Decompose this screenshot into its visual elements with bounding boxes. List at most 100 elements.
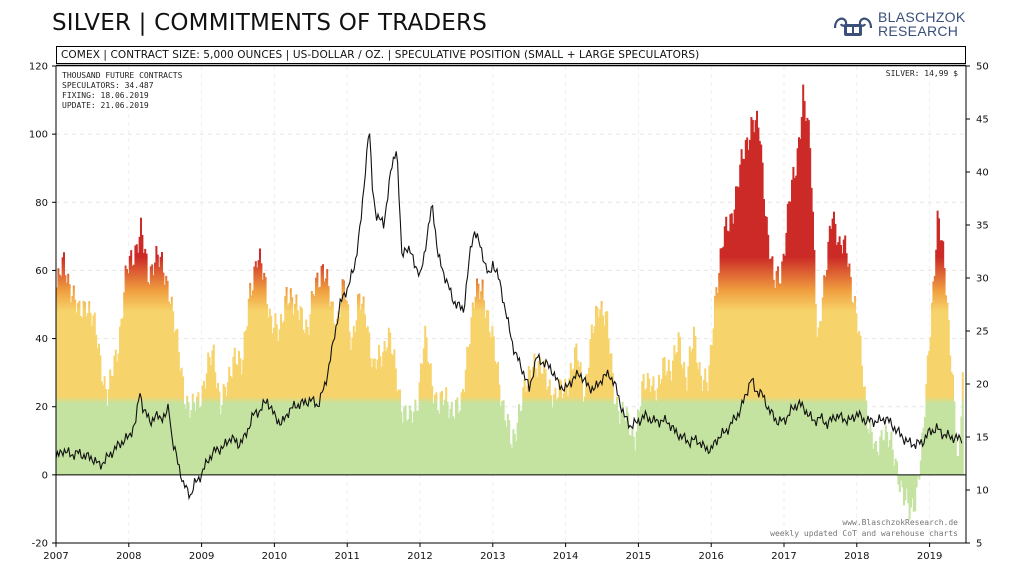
position-bar	[632, 436, 635, 475]
position-bar	[929, 336, 932, 475]
info-line-1: THOUSAND FUTURE CONTRACTS	[62, 71, 183, 80]
x-tick-label: 2018	[844, 551, 869, 562]
position-bar	[761, 162, 764, 475]
position-bar	[425, 337, 428, 475]
position-bar	[749, 139, 751, 475]
position-bar	[226, 382, 229, 475]
position-bar	[691, 348, 694, 475]
x-tick-label: 2019	[917, 551, 942, 562]
position-bar	[217, 382, 219, 475]
position-bar	[641, 381, 644, 475]
position-bar	[733, 209, 736, 475]
position-bar	[424, 325, 427, 475]
position-bar	[620, 411, 623, 475]
position-bar	[634, 450, 637, 475]
position-bar	[490, 337, 492, 475]
position-bar	[779, 283, 782, 475]
position-bar	[359, 309, 362, 475]
position-bar	[585, 374, 588, 475]
position-bar	[609, 354, 611, 475]
position-bar	[201, 385, 204, 475]
position-bar	[470, 317, 473, 475]
position-bar	[595, 305, 597, 475]
position-bar	[698, 362, 701, 475]
position-bar	[484, 318, 487, 475]
position-bar	[316, 272, 319, 475]
position-bar	[624, 420, 627, 475]
x-tick-label: 2008	[116, 551, 141, 562]
position-bar	[278, 329, 281, 475]
position-bar	[583, 396, 586, 475]
position-bar	[477, 283, 480, 475]
position-bar	[625, 407, 628, 475]
position-bar	[606, 311, 609, 475]
position-bar	[526, 385, 529, 475]
position-bar	[126, 269, 128, 475]
position-bar	[292, 314, 295, 475]
position-bar	[99, 355, 102, 475]
position-bar	[315, 277, 317, 475]
position-bar	[807, 120, 810, 475]
position-bar	[600, 301, 603, 475]
x-tick-label: 2013	[480, 551, 505, 562]
position-bar	[590, 324, 593, 475]
position-bar	[750, 117, 753, 475]
position-bar	[655, 400, 658, 475]
position-bar	[92, 315, 95, 475]
position-bar	[530, 381, 533, 475]
position-bar	[148, 284, 151, 475]
position-bar	[483, 300, 485, 475]
position-bar	[763, 199, 765, 475]
position-bar	[872, 448, 875, 475]
position-bar	[942, 241, 945, 475]
position-bar	[700, 375, 702, 475]
position-bar	[84, 301, 86, 475]
position-bar	[95, 334, 98, 475]
position-bar	[109, 369, 112, 475]
position-bar	[865, 400, 868, 475]
position-bar	[512, 429, 515, 475]
position-bar	[345, 300, 348, 475]
position-bar	[737, 187, 740, 475]
position-bar	[438, 413, 441, 475]
subtitle-bar: COMEX | CONTRACT SIZE: 5,000 OUNCES | US…	[56, 46, 966, 64]
position-bar	[809, 148, 812, 475]
position-bar	[303, 332, 306, 475]
position-bar	[900, 474, 903, 481]
position-bar	[246, 326, 249, 475]
position-bar	[198, 407, 201, 475]
position-bar	[648, 378, 651, 475]
position-bar	[291, 297, 294, 475]
position-bar	[358, 293, 361, 475]
position-bar	[723, 226, 726, 475]
position-bar	[669, 371, 672, 475]
position-bar	[329, 306, 331, 475]
position-bar	[264, 277, 267, 475]
position-bar	[544, 369, 547, 475]
position-bar	[536, 376, 539, 475]
x-tick-label: 2015	[626, 551, 651, 562]
position-bar	[680, 364, 683, 475]
position-bar	[106, 405, 109, 475]
position-bar	[775, 271, 778, 475]
position-bar	[421, 364, 424, 475]
position-bar	[592, 333, 595, 475]
position-bar	[813, 249, 816, 475]
position-bar	[740, 149, 743, 475]
position-bar	[765, 217, 768, 475]
position-bar	[88, 301, 91, 475]
position-bar	[225, 395, 228, 475]
position-bar	[789, 201, 792, 475]
position-bar	[960, 416, 963, 475]
position-bar	[781, 261, 784, 475]
position-bar	[288, 303, 291, 475]
position-bar	[936, 210, 939, 475]
position-bar	[420, 363, 422, 475]
position-bar	[758, 140, 761, 475]
position-bar	[462, 389, 464, 475]
position-bar	[558, 379, 561, 475]
position-bar	[693, 326, 695, 475]
position-bar	[718, 273, 721, 475]
position-bar	[862, 386, 865, 475]
position-bar	[495, 364, 498, 475]
